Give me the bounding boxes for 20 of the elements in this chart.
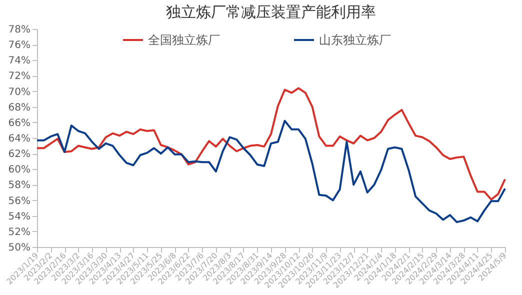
- y-tick-label: 56%: [8, 196, 30, 207]
- y-tick-label: 54%: [8, 211, 30, 222]
- legend-label: 山东独立炼厂: [319, 33, 391, 47]
- y-tick-label: 58%: [8, 180, 30, 192]
- legend-label: 全国独立炼厂: [148, 33, 220, 47]
- y-tick-label: 78%: [8, 24, 30, 36]
- y-tick-label: 64%: [8, 134, 30, 144]
- y-tick-label: 74%: [8, 56, 30, 67]
- y-tick-label: 50%: [8, 242, 30, 254]
- y-tick-label: 62%: [8, 149, 30, 160]
- y-tick-label: 72%: [8, 71, 30, 82]
- chart-title: 独立炼厂常减压装置产能利用率: [166, 3, 376, 21]
- y-tick-label: 52%: [8, 226, 30, 238]
- line-series: [36, 120, 506, 224]
- y-tick-label: 76%: [8, 40, 30, 52]
- line-series: [36, 87, 506, 201]
- y-tick-label: 70%: [8, 86, 30, 98]
- y-tick-label: 66%: [8, 118, 30, 129]
- y-tick-label: 68%: [8, 102, 30, 114]
- y-tick-label: 60%: [8, 164, 30, 176]
